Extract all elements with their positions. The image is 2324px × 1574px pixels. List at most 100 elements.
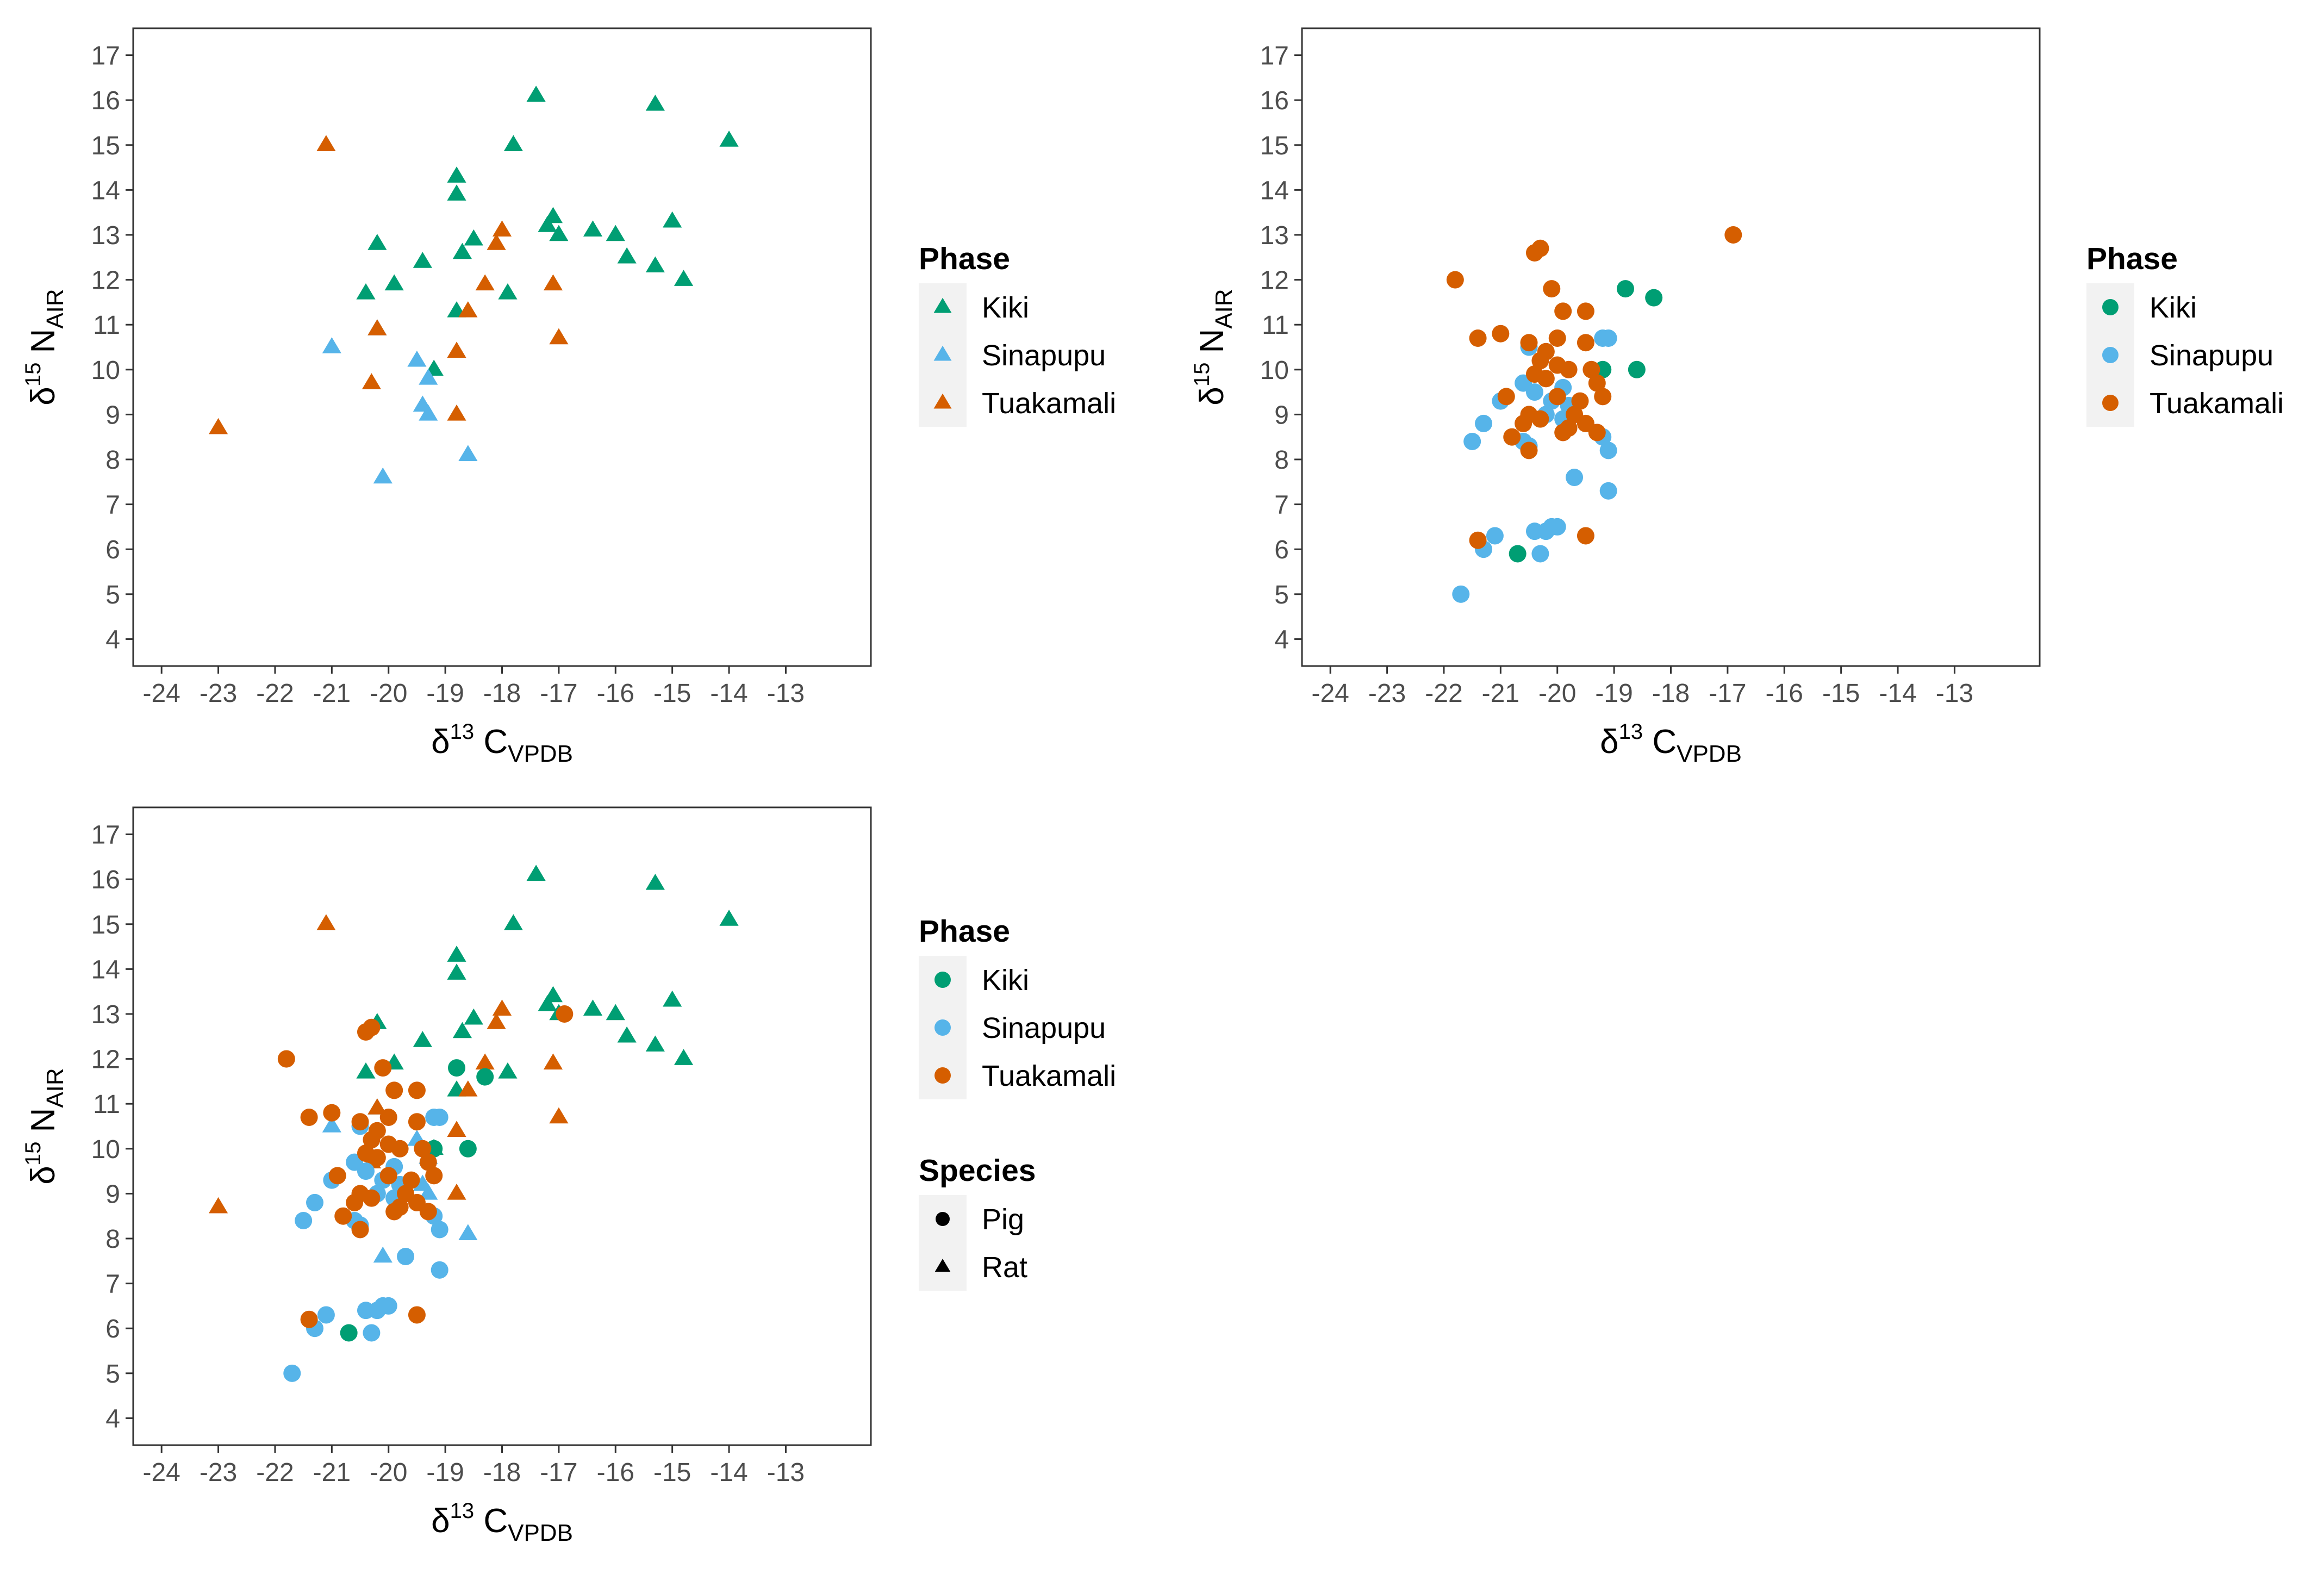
data-point [645, 95, 665, 111]
y-tick-label: 4 [105, 1404, 120, 1433]
data-point [1548, 388, 1566, 406]
data-point [663, 211, 682, 228]
x-axis-title-sup: 13 [450, 720, 475, 744]
legend-label-tuakamali: Tuakamali [982, 387, 1116, 420]
x-tick-label: -20 [370, 679, 407, 708]
data-point [408, 1306, 426, 1324]
x-tick-label: -24 [1312, 679, 1349, 708]
data-point [1531, 545, 1549, 563]
data-point [208, 418, 228, 434]
data-points [208, 864, 739, 1382]
data-point [1548, 329, 1566, 347]
legend-label-sinapupu: Sinapupu [2149, 339, 2273, 372]
data-point [1566, 469, 1584, 487]
y-tick-label: 6 [1274, 536, 1289, 564]
data-point [538, 995, 557, 1011]
y-tick-label: 9 [105, 401, 120, 430]
y-tick-label: 14 [91, 176, 120, 205]
data-point [447, 963, 466, 980]
x-axis-title-sup: 13 [1619, 720, 1643, 744]
data-point [663, 990, 682, 1007]
data-point [645, 1035, 665, 1052]
y-tick-label: 7 [1274, 491, 1289, 520]
data-point [1645, 289, 1663, 307]
data-point [645, 256, 665, 273]
y-tick-label: 15 [91, 911, 120, 940]
x-axis: -24 -23 -22 -21 -20 -19 -18 -17 -16 -15 -14 -13 [1312, 666, 1973, 708]
x-axis-title-delta: δ [431, 723, 450, 761]
x-tick-label: -24 [143, 1458, 180, 1487]
data-point [367, 1098, 387, 1115]
data-point [1537, 370, 1555, 388]
y-tick-label: 9 [105, 1180, 120, 1209]
data-point [1560, 360, 1578, 378]
x-tick-label: -16 [1766, 679, 1803, 708]
y-tick-label: 11 [1262, 311, 1289, 340]
data-point [316, 914, 336, 931]
data-point [283, 1364, 301, 1382]
data-point [323, 1104, 341, 1122]
x-axis: -24 -23 -22 -21 -20 -19 -18 -17 -16 -15 -14 -13 [143, 666, 805, 708]
y-tick-label: 15 [91, 132, 120, 160]
data-point [1520, 334, 1538, 352]
data-point [1554, 424, 1572, 441]
data-point [1594, 388, 1612, 406]
x-tick-label: -16 [597, 679, 634, 708]
data-point [447, 1121, 466, 1137]
data-point [363, 1324, 381, 1342]
x-tick-label: -19 [426, 1458, 464, 1487]
x-axis-title-sub: VPDB [508, 1520, 573, 1546]
data-point [1486, 527, 1504, 545]
data-point [503, 914, 523, 931]
data-point [458, 445, 478, 462]
x-axis-title-sub: VPDB [1677, 741, 1742, 767]
x-axis-title: δ13 CVPDB [431, 720, 573, 767]
y-tick-label: 6 [105, 1315, 120, 1343]
data-point [356, 283, 376, 300]
x-tick-label: -18 [483, 679, 521, 708]
data-point [368, 1149, 386, 1167]
x-axis-title: δ13 CVPDB [431, 1499, 573, 1546]
data-point [549, 328, 569, 345]
data-point [295, 1211, 313, 1229]
data-point [374, 1059, 392, 1077]
data-point [526, 864, 546, 881]
data-point [419, 405, 438, 421]
data-point [464, 229, 483, 246]
data-point [357, 1023, 375, 1041]
data-point [208, 1197, 228, 1214]
data-point [1475, 414, 1493, 432]
y-axis-title-sub: AIR [42, 289, 68, 328]
y-axis-title-delta: δ [24, 1166, 62, 1185]
data-point [452, 242, 472, 259]
legend-title-species: Species [919, 1153, 1036, 1188]
x-tick-label: -13 [767, 679, 805, 708]
data-point [1554, 302, 1572, 320]
series-tuakamali-circle [1446, 226, 1742, 549]
series-tuakamali-circle [277, 1005, 574, 1328]
data-point [414, 1140, 432, 1158]
legend-label-rat: Rat [982, 1251, 1027, 1284]
data-point [476, 1068, 494, 1086]
data-point [492, 999, 512, 1016]
data-point [447, 1184, 466, 1200]
data-point [391, 1140, 409, 1158]
y-axis-title-letter: N [24, 1108, 62, 1142]
data-point [645, 874, 665, 890]
x-tick-label: -17 [540, 679, 577, 708]
data-point [458, 1080, 478, 1097]
x-axis-title: δ13 CVPDB [1600, 720, 1742, 767]
data-point [340, 1324, 358, 1342]
legend-label-sinapupu: Sinapupu [982, 1012, 1106, 1044]
legend-key-sinapupu [933, 345, 952, 361]
data-point [1588, 424, 1606, 441]
y-tick-label: 10 [91, 1135, 120, 1164]
y-axis-title-letter: N [24, 329, 62, 363]
data-point [719, 910, 739, 926]
data-point [1531, 352, 1549, 370]
legend-key-sinapupu [2102, 347, 2119, 363]
legend: Phase Kiki Sinapupu Tuakamali [919, 241, 1116, 427]
y-tick-label: 13 [91, 1000, 120, 1029]
x-axis-title-delta: δ [1600, 723, 1619, 761]
